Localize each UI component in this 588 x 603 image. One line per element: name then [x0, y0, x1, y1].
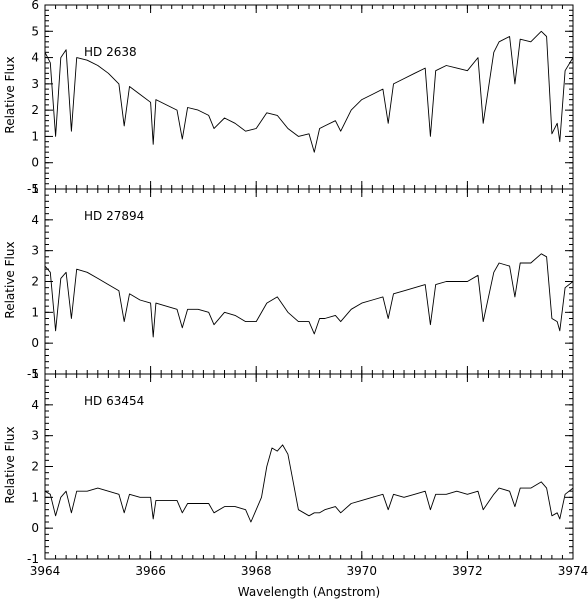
y-tick-label: 0	[31, 521, 39, 535]
panel-label: HD 27894	[84, 209, 144, 223]
y-tick-label: 3	[31, 77, 39, 91]
y-tick-label: 2	[31, 275, 39, 289]
spectrum-line	[44, 30, 574, 153]
y-axis-title: Relative Flux	[3, 56, 17, 133]
y-tick-label: 4	[31, 51, 39, 65]
y-tick-label: 0	[31, 156, 39, 170]
y-tick-label: 0	[31, 336, 39, 350]
y-tick-label: 3	[31, 244, 39, 258]
x-tick-label: 3970	[347, 564, 378, 578]
panel-hd-27894: HD 27894 Relative Flux -1 0 1 2 3 4 5	[3, 182, 574, 381]
y-tick-label: -1	[27, 367, 39, 381]
x-tick-label: 3964	[30, 564, 61, 578]
panel-hd-63454: HD 63454 Relative Flux -1 0 1 2 3 4 5	[3, 367, 574, 566]
y-axis-title: Relative Flux	[3, 241, 17, 318]
x-tick-label: 3972	[452, 564, 483, 578]
spectrum-line	[44, 444, 574, 523]
y-tick-label: 1	[31, 305, 39, 319]
spectrum-line	[44, 253, 574, 338]
panel-hd-2638: HD 2638 Relative Flux -1 0 1 2 3 4 5 6	[3, 0, 574, 196]
y-tick-label: 4	[31, 398, 39, 412]
x-tick-label: 3974	[558, 564, 588, 578]
y-tick-label: 5	[31, 367, 39, 381]
y-tick-label: -1	[27, 552, 39, 566]
x-tick-label: 3968	[241, 564, 272, 578]
x-tick-label: 3966	[135, 564, 166, 578]
plot-frame	[44, 4, 574, 190]
y-tick-label: 5	[31, 182, 39, 196]
y-tick-label: 1	[31, 490, 39, 504]
y-tick-label: 3	[31, 429, 39, 443]
y-tick-label: 4	[31, 213, 39, 227]
panel-label: HD 2638	[84, 45, 137, 59]
y-tick-label: -1	[27, 182, 39, 196]
y-tick-label: 2	[31, 103, 39, 117]
panel-label: HD 63454	[84, 394, 144, 408]
y-tick-label: 2	[31, 460, 39, 474]
y-tick-label: 6	[31, 0, 39, 12]
x-axis-title: Wavelength (Angstrom)	[238, 585, 380, 599]
y-axis-title: Relative Flux	[3, 426, 17, 503]
y-tick-label: 5	[31, 24, 39, 38]
y-tick-label: 1	[31, 129, 39, 143]
